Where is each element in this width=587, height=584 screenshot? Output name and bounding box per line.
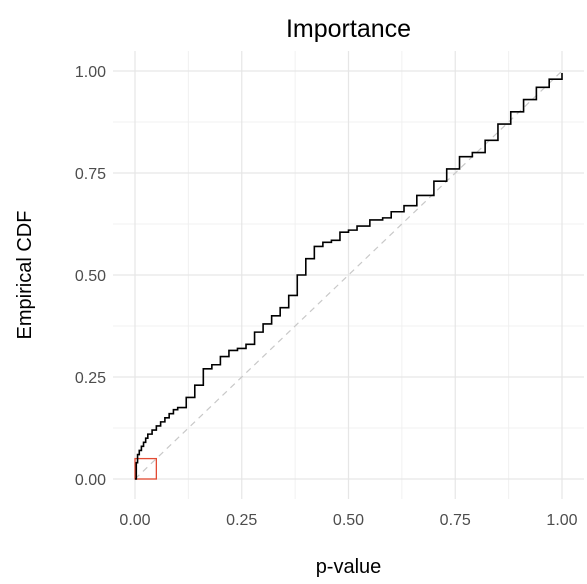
highlight-rectangle (134, 457, 158, 480)
y-tick-label: 0.50 (75, 268, 106, 285)
grid (113, 51, 584, 499)
x-tick-label: 0.00 (119, 512, 150, 529)
x-tick-label: 0.75 (440, 512, 471, 529)
y-tick-label: 1.00 (75, 64, 106, 81)
x-axis-title: p-value (316, 556, 382, 578)
y-axis-title: Empirical CDF (14, 211, 36, 340)
tick-labels: 0.00 0.25 0.50 0.75 1.00 0.00 0.25 0.50 0.75 1.00 (75, 64, 578, 529)
chart-title: Importance (286, 15, 411, 43)
annotation-layer (134, 457, 158, 480)
series-layer (135, 73, 563, 480)
y-tick-label: 0.25 (75, 370, 106, 387)
ecdf-line (135, 73, 563, 480)
y-tick-label: 0.75 (75, 166, 106, 183)
x-tick-label: 0.50 (333, 512, 364, 529)
x-tick-label: 0.25 (226, 512, 257, 529)
x-tick-label: 1.00 (546, 512, 577, 529)
y-tick-label: 0.00 (75, 472, 106, 489)
